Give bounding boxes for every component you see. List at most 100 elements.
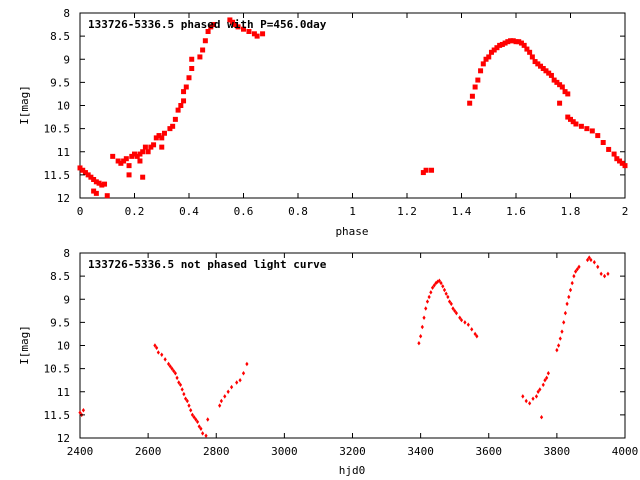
data-point bbox=[175, 107, 181, 113]
y-tick-label: 8 bbox=[63, 7, 70, 20]
data-point bbox=[129, 153, 135, 159]
x-tick-label: 2600 bbox=[135, 445, 162, 458]
data-point bbox=[153, 343, 157, 348]
data-point bbox=[417, 340, 421, 346]
data-point bbox=[459, 317, 464, 323]
data-point bbox=[226, 389, 230, 394]
data-point bbox=[419, 334, 423, 339]
y-tick-label: 9 bbox=[63, 293, 70, 306]
ticks-group: 2400 2600 2800 3000 3200 3400 3600 3800 4000 8 8.5… bbox=[44, 247, 639, 458]
data-point bbox=[617, 158, 623, 164]
data-point bbox=[446, 294, 450, 300]
data-point bbox=[570, 119, 576, 125]
data-point bbox=[118, 160, 124, 166]
data-point bbox=[91, 177, 97, 182]
data-point bbox=[424, 306, 428, 311]
data-point bbox=[102, 181, 108, 187]
data-point bbox=[565, 301, 569, 307]
data-point bbox=[528, 401, 532, 406]
data-point bbox=[230, 19, 236, 25]
data-point bbox=[206, 417, 210, 422]
data-point bbox=[429, 290, 433, 295]
data-point bbox=[540, 66, 546, 71]
data-point bbox=[572, 273, 576, 279]
x-tick-label: 4000 bbox=[612, 445, 639, 458]
x-tick-label: 3600 bbox=[476, 445, 503, 458]
data-point bbox=[622, 163, 628, 169]
data-point bbox=[77, 165, 83, 171]
data-point bbox=[192, 414, 196, 420]
data-point bbox=[194, 417, 198, 422]
data-point bbox=[211, 22, 217, 28]
data-point bbox=[427, 294, 431, 300]
data-point bbox=[123, 156, 129, 162]
y-tick-label: 12 bbox=[57, 192, 70, 205]
data-point bbox=[543, 377, 547, 383]
data-point bbox=[585, 257, 590, 263]
data-point bbox=[441, 284, 445, 289]
data-point bbox=[567, 294, 571, 300]
plot-title: 133726-5336.5 not phased light curve bbox=[88, 258, 327, 271]
data-point bbox=[518, 40, 524, 46]
data-point bbox=[126, 172, 132, 178]
y-tick-label: 8 bbox=[63, 247, 70, 260]
data-point bbox=[563, 310, 567, 316]
data-point bbox=[178, 103, 184, 108]
x-tick-label: 3000 bbox=[271, 445, 298, 458]
data-point bbox=[516, 39, 522, 45]
data-point bbox=[142, 144, 148, 150]
y-tick-label: 10.5 bbox=[44, 123, 71, 136]
data-point bbox=[499, 41, 505, 47]
data-point bbox=[494, 45, 500, 51]
data-point bbox=[543, 68, 549, 74]
data-point bbox=[170, 366, 174, 371]
data-point bbox=[161, 130, 167, 136]
data-point bbox=[423, 167, 429, 173]
data-point bbox=[204, 433, 208, 438]
x-tick-label: 3800 bbox=[544, 445, 571, 458]
data-point bbox=[185, 398, 189, 404]
data-point bbox=[529, 54, 535, 60]
data-point bbox=[205, 29, 211, 34]
data-point bbox=[172, 116, 178, 122]
data-point bbox=[160, 352, 164, 357]
data-point bbox=[491, 47, 497, 53]
data-point bbox=[442, 287, 447, 293]
data-point bbox=[557, 82, 563, 88]
data-point bbox=[600, 140, 606, 145]
data-point bbox=[430, 285, 435, 290]
x-tick-label: 2800 bbox=[203, 445, 230, 458]
data-point bbox=[85, 172, 91, 178]
data-point bbox=[480, 61, 486, 67]
data-point bbox=[219, 398, 223, 404]
data-point bbox=[170, 123, 176, 129]
data-point bbox=[420, 324, 424, 330]
data-point bbox=[562, 89, 568, 95]
data-point bbox=[606, 271, 610, 277]
data-point bbox=[473, 331, 477, 337]
data-point bbox=[502, 40, 508, 46]
data-point bbox=[470, 327, 474, 332]
data-point bbox=[137, 158, 143, 164]
data-point bbox=[88, 174, 94, 180]
data-point bbox=[575, 266, 579, 272]
data-point bbox=[584, 126, 590, 132]
data-point bbox=[524, 46, 530, 52]
data-point bbox=[557, 100, 563, 106]
data-point bbox=[104, 193, 110, 199]
data-point bbox=[475, 77, 481, 83]
data-point bbox=[589, 128, 595, 134]
data-point bbox=[559, 84, 565, 90]
y-tick-label: 10 bbox=[57, 340, 70, 353]
data-point bbox=[189, 408, 193, 413]
ticks-group: 0 0.2 0.4 0.6 0.8 1 1.2 1.4 1.6 1.8 2 8 8.5 9 9.5 10 10.… bbox=[44, 7, 629, 218]
y-tick-label: 10.5 bbox=[44, 363, 71, 376]
data-point bbox=[420, 170, 426, 176]
x-tick-label: 1 bbox=[349, 205, 356, 218]
data-point bbox=[167, 126, 173, 132]
data-point bbox=[189, 56, 195, 62]
data-point bbox=[181, 89, 187, 95]
data-point bbox=[463, 320, 467, 325]
data-point bbox=[187, 403, 191, 408]
